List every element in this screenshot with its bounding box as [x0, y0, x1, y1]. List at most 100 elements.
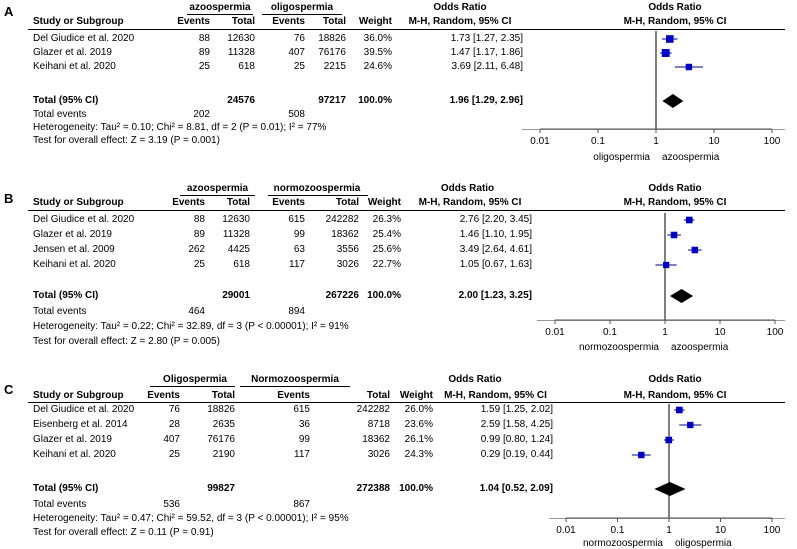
study-square	[638, 451, 645, 459]
study-events1: 89	[198, 47, 210, 58]
group1-name: azoospermia	[186, 183, 249, 194]
study-events1: 88	[198, 33, 210, 44]
tick-label: 10	[714, 327, 726, 338]
col-header-or: Odds Ratio	[433, 2, 487, 13]
study-total1: 618	[238, 61, 255, 72]
axis-right-label: oligospermia	[675, 538, 732, 549]
tick-label: 100	[767, 327, 784, 338]
study-ci: 2.59 [1.58, 4.25]	[480, 419, 553, 430]
study-square	[687, 421, 694, 429]
study-events2: 615	[288, 214, 305, 225]
events1: 202	[193, 109, 210, 120]
study-events1: 25	[198, 61, 210, 72]
total-weight: 100.0%	[399, 483, 433, 494]
col-header-study: Study or Subgroup	[33, 390, 124, 401]
study-label: Del Giudice et al. 2020	[33, 33, 135, 44]
total2: 97217	[318, 95, 346, 106]
col-header-or-plot: Odds Ratio	[648, 2, 702, 13]
total-ci: 1.04 [0.52, 2.09]	[479, 483, 553, 494]
study-events2: 63	[293, 244, 305, 255]
group2-name: oligospermia	[270, 2, 334, 13]
col-header-method: M-H, Random, 95% CI	[408, 16, 512, 27]
study-ci: 3.49 [2.64, 4.61]	[459, 244, 532, 255]
col-header-method: M-H, Random, 95% CI	[444, 390, 547, 401]
axis-left-label: oligospermia	[593, 152, 650, 163]
study-total2: 76176	[318, 47, 346, 58]
heterogeneity: Heterogeneity: Tau² = 0.10; Chi² = 8.81,…	[33, 122, 327, 133]
axis-left-label: normozoospermia	[579, 342, 659, 353]
study-weight: 25.4%	[372, 229, 401, 240]
study-weight: 36.0%	[363, 33, 392, 44]
study-total1: 4425	[227, 244, 250, 255]
col-header-method-plot: M-H, Random, 95% CI	[623, 390, 727, 401]
study-square	[670, 231, 678, 239]
study-total2: 3026	[336, 259, 359, 270]
study-total1: 2190	[212, 449, 235, 460]
study-ci: 0.99 [0.80, 1.24]	[480, 434, 553, 445]
col-header-or-plot: Odds Ratio	[648, 374, 702, 385]
study-label: Glazer et al. 2019	[33, 434, 112, 445]
tick-label: 1	[666, 525, 672, 536]
total2: 272388	[356, 483, 390, 494]
axis-right-label: azoospermia	[671, 342, 729, 353]
study-label: Glazer et al. 2019	[33, 229, 112, 240]
total-weight: 100.0%	[358, 95, 392, 106]
study-events2: 615	[293, 404, 310, 415]
col-header-total1: Total	[211, 390, 235, 401]
study-square	[661, 49, 670, 57]
group2-name: Normozoospermia	[251, 374, 339, 385]
study-total2: 18362	[362, 434, 390, 445]
group1-name: Oligospermia	[163, 374, 227, 385]
study-total2: 3026	[367, 449, 390, 460]
study-total1: 11328	[227, 47, 255, 58]
tick-label: 0.1	[603, 327, 617, 338]
study-ci: 1.47 [1.17, 1.86]	[450, 47, 523, 58]
pooled-diamond	[662, 94, 684, 108]
study-ci: 1.73 [1.27, 2.35]	[450, 33, 523, 44]
study-total2: 3556	[336, 244, 359, 255]
total-label: Total (95% CI)	[33, 483, 99, 494]
study-events2: 407	[288, 47, 305, 58]
col-header-total2: Total	[335, 197, 359, 208]
study-label: Keihani et al. 2020	[33, 61, 116, 72]
study-label: Del Giudice et al. 2020	[33, 214, 135, 225]
col-header-weight: Weight	[358, 16, 392, 27]
study-weight: 26.1%	[404, 434, 433, 445]
study-total2: 18826	[318, 33, 346, 44]
study-total1: 12630	[227, 33, 255, 44]
study-ci: 0.29 [0.19, 0.44]	[480, 449, 553, 460]
study-square	[685, 63, 693, 71]
col-header-events1: Events	[177, 16, 210, 27]
events2: 508	[288, 109, 305, 120]
study-label: Keihani et al. 2020	[33, 449, 116, 460]
total-weight: 100.0%	[367, 290, 401, 301]
study-events2: 117	[289, 259, 305, 270]
col-header-events1: Events	[147, 390, 180, 401]
study-ci: 3.69 [2.11, 6.48]	[451, 61, 523, 72]
study-ci: 1.59 [1.25, 2.02]	[480, 404, 553, 415]
study-events1: 407	[163, 434, 180, 445]
events-label: Total events	[33, 109, 87, 120]
col-header-study: Study or Subgroup	[33, 16, 124, 27]
col-header-total1: Total	[231, 16, 255, 27]
total1: 29001	[222, 290, 250, 301]
study-total2: 18362	[331, 229, 359, 240]
study-square	[665, 436, 673, 444]
study-label: Keihani et al. 2020	[33, 259, 116, 270]
events-label: Total events	[33, 499, 87, 510]
total-label: Total (95% CI)	[33, 95, 99, 106]
study-total1: 11328	[222, 229, 250, 240]
study-total2: 242282	[356, 404, 390, 415]
tick-label: 10	[715, 525, 727, 536]
col-header-events2: Events	[272, 197, 305, 208]
study-events1: 88	[193, 214, 205, 225]
study-total2: 2215	[323, 61, 346, 72]
study-total2: 242282	[325, 214, 359, 225]
study-square	[676, 406, 683, 414]
panel-letter: C	[4, 382, 14, 397]
study-weight: 25.6%	[372, 244, 401, 255]
panel-letter: B	[4, 191, 14, 206]
tick-label: 0.1	[611, 525, 625, 536]
axis-right-label: azoospermia	[662, 152, 720, 163]
col-header-events2: Events	[272, 16, 305, 27]
